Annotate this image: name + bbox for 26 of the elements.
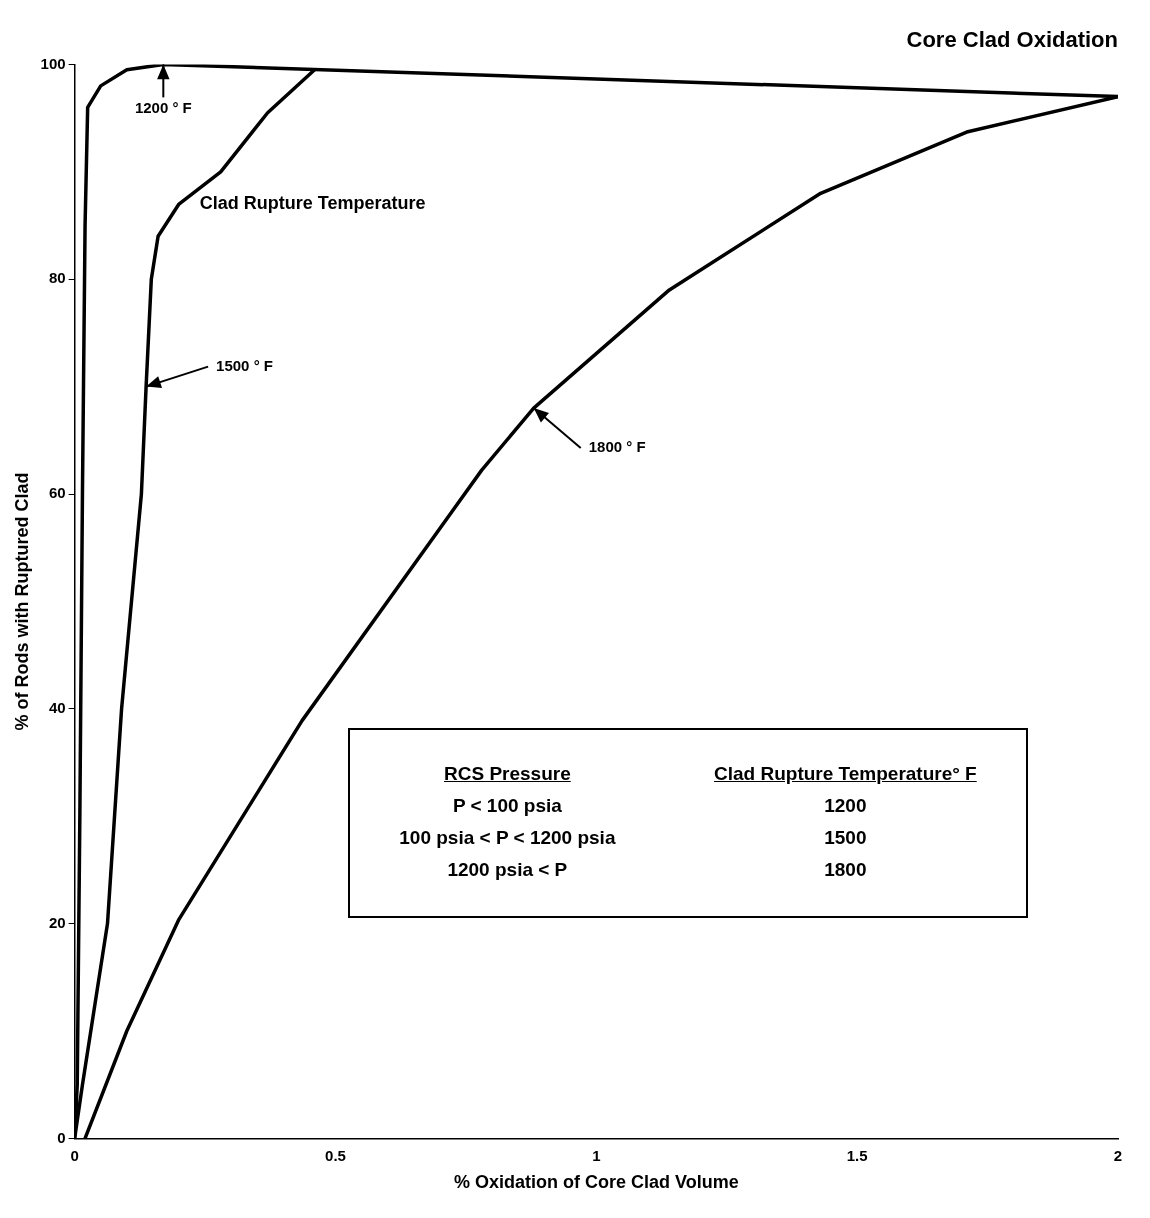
- y-tick-label: 100: [40, 54, 66, 72]
- y-tick-label: 0: [57, 1128, 66, 1146]
- annotation: Clad Rupture Temperature: [199, 192, 426, 213]
- chart-title: Core Clad Oxidation: [906, 27, 1118, 53]
- annotation: RCS Pressure: [443, 762, 572, 786]
- x-tick-label: 0.5: [325, 1146, 346, 1164]
- annotation: P < 100 psia: [451, 794, 563, 818]
- y-tick-label: 40: [48, 698, 66, 716]
- annotation: 1800: [823, 858, 868, 882]
- x-axis-title: % Oxidation of Core Clad Volume: [453, 1172, 739, 1193]
- annotation: 1500: [823, 826, 868, 850]
- annotation: 1200 psia < P: [446, 858, 569, 882]
- x-tick-label: 2: [1113, 1146, 1123, 1164]
- y-axis-title: % of Rods with Ruptured Clad: [11, 472, 32, 731]
- annotation: 1200 ° F: [134, 99, 192, 117]
- x-tick-label: 1: [592, 1146, 601, 1164]
- annotation: Clad Rupture Temperature° F: [714, 762, 977, 786]
- annotation: 100 psia < P < 1200 psia: [399, 826, 616, 850]
- annotation: 1200: [823, 794, 868, 818]
- x-tick-label: 1.5: [846, 1146, 868, 1164]
- annotation: 1500 ° F: [216, 356, 273, 374]
- x-tick-label: 0: [70, 1146, 79, 1164]
- annotation: 1800 ° F: [588, 438, 646, 456]
- y-tick-label: 80: [48, 269, 66, 287]
- y-tick-label: 20: [48, 913, 66, 931]
- y-tick-label: 60: [48, 484, 66, 502]
